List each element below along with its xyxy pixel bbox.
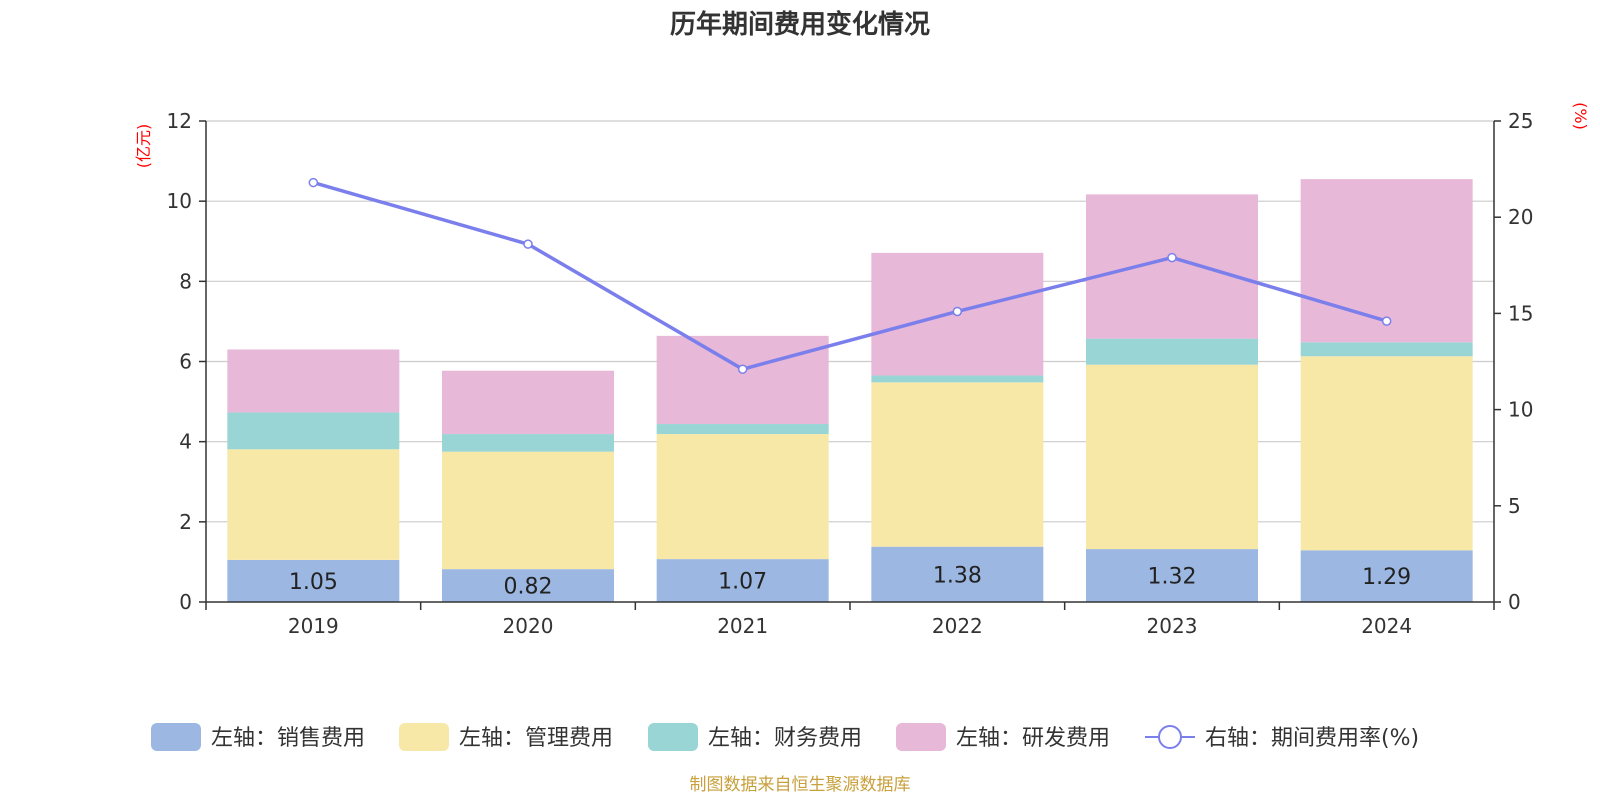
bar-segment xyxy=(227,559,400,602)
bar-segment xyxy=(656,434,829,560)
right-tick-label: 0 xyxy=(1508,590,1521,614)
left-tick-label: 2 xyxy=(179,510,192,534)
left-axis-unit: (亿元) xyxy=(134,124,153,169)
legend: 左轴：销售费用 左轴：管理费用 左轴：财务费用 左轴：研发费用 右轴：期间费用率(%) xyxy=(151,723,1419,751)
x-tick-label: 2019 xyxy=(288,614,339,638)
rate-point xyxy=(308,177,319,188)
left-tick-label: 10 xyxy=(167,189,192,213)
bar-segment xyxy=(871,382,1044,547)
bar-segment xyxy=(1086,364,1258,550)
bar-segment xyxy=(871,375,1044,383)
bar-segment xyxy=(1300,550,1473,602)
rate-point xyxy=(952,306,963,317)
bar-segment xyxy=(227,412,400,450)
data-label: 1.29 xyxy=(1362,565,1411,590)
bar-segment xyxy=(442,434,614,452)
left-tick-label: 12 xyxy=(167,109,192,133)
rate-point xyxy=(1381,316,1392,326)
left-tick-label: 6 xyxy=(179,350,192,374)
bar-segment xyxy=(1300,179,1473,343)
legend-marker xyxy=(1158,725,1182,749)
bar-segment xyxy=(871,546,1044,602)
rate-line xyxy=(312,180,1388,372)
x-tick-label: 2021 xyxy=(717,614,768,638)
bar-segment xyxy=(227,349,400,413)
left-tick-label: 0 xyxy=(179,590,192,614)
rate-point xyxy=(523,239,533,249)
bar-segment xyxy=(656,424,829,435)
legend-swatch xyxy=(896,723,946,751)
legend-label: 右轴：期间费用率(%) xyxy=(1205,726,1419,751)
grid-lines xyxy=(206,120,1494,523)
right-axis-unit: (%) xyxy=(1571,102,1590,130)
legend-label: 左轴：研发费用 xyxy=(956,726,1110,751)
x-tick-label: 2023 xyxy=(1147,614,1198,638)
source-note: 制图数据来自恒生聚源数据库 xyxy=(690,775,911,795)
rate-point xyxy=(1167,252,1177,263)
bar-segment xyxy=(442,569,614,602)
data-label: 1.32 xyxy=(1148,565,1197,590)
bar-segment xyxy=(442,370,614,435)
data-label: 1.38 xyxy=(933,563,982,588)
right-tick-label: 5 xyxy=(1508,494,1521,518)
bar-segment xyxy=(1300,342,1473,357)
right-tick-label: 20 xyxy=(1508,205,1533,229)
bar-segment xyxy=(1086,549,1258,602)
bar-segment xyxy=(656,335,829,425)
right-tick-label: 15 xyxy=(1508,301,1533,325)
right-tick-label: 10 xyxy=(1508,398,1533,422)
x-tick-label: 2024 xyxy=(1361,614,1412,638)
data-label: 0.82 xyxy=(504,575,553,600)
left-tick-label: 4 xyxy=(179,430,192,454)
axes xyxy=(199,120,1501,610)
data-label: 1.05 xyxy=(289,570,338,595)
legend-label: 左轴：财务费用 xyxy=(708,726,862,751)
bar-segment xyxy=(656,559,829,602)
left-tick-label: 8 xyxy=(179,269,192,293)
rate-point xyxy=(737,364,748,374)
x-tick-label: 2020 xyxy=(503,614,554,638)
legend-swatch xyxy=(648,723,698,751)
legend-label: 左轴：销售费用 xyxy=(211,726,365,751)
legend-label: 左轴：管理费用 xyxy=(459,726,613,751)
data-label: 1.07 xyxy=(718,570,767,595)
legend-swatch xyxy=(399,723,449,751)
chart-title: 历年期间费用变化情况 xyxy=(670,9,930,40)
x-tick-label: 2022 xyxy=(932,614,983,638)
bars: 1.05 0.82 1.07 1.38 1.32 1.29 xyxy=(227,179,1473,602)
bar-segment xyxy=(227,449,400,560)
legend-swatch xyxy=(151,723,201,751)
bar-segment xyxy=(1086,338,1258,365)
bar-segment xyxy=(1086,194,1258,339)
expense-rate-line xyxy=(308,177,1392,374)
right-tick-label: 25 xyxy=(1508,109,1533,133)
tick-labels: 0 2 4 6 8 10 12 0 5 10 15 20 25 2019 2020 2021 2022 2023 2… xyxy=(167,109,1534,638)
bar-segment xyxy=(1300,356,1473,551)
bar-segment xyxy=(442,451,614,570)
